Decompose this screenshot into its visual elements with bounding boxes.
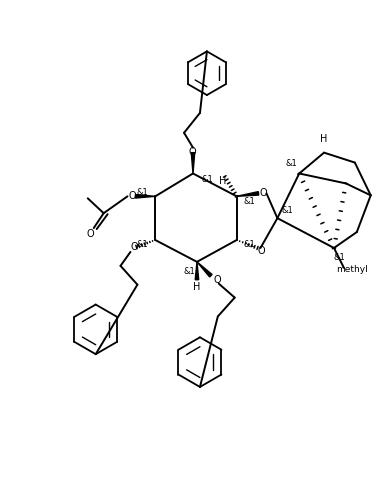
Text: O: O	[213, 275, 221, 285]
Text: O: O	[188, 147, 196, 157]
Text: &1: &1	[281, 206, 293, 214]
Text: &1: &1	[244, 197, 256, 206]
Polygon shape	[197, 262, 212, 277]
Text: H: H	[193, 281, 201, 292]
Polygon shape	[195, 262, 199, 280]
Polygon shape	[237, 192, 259, 196]
Text: &1: &1	[333, 254, 345, 262]
Text: &1: &1	[137, 241, 148, 250]
Text: &1: &1	[244, 241, 256, 250]
Text: H: H	[320, 134, 328, 144]
Polygon shape	[135, 195, 155, 198]
Text: O: O	[87, 229, 95, 239]
Text: &1: &1	[201, 175, 213, 184]
Text: O: O	[129, 191, 136, 201]
Text: methyl: methyl	[336, 265, 368, 274]
Polygon shape	[191, 153, 195, 174]
Text: &1: &1	[137, 188, 148, 197]
Text: O: O	[130, 242, 138, 252]
Text: &1: &1	[285, 159, 297, 168]
Text: O: O	[260, 188, 267, 199]
Text: O: O	[258, 246, 265, 256]
Text: &1: &1	[183, 268, 195, 276]
Text: H: H	[219, 176, 227, 187]
